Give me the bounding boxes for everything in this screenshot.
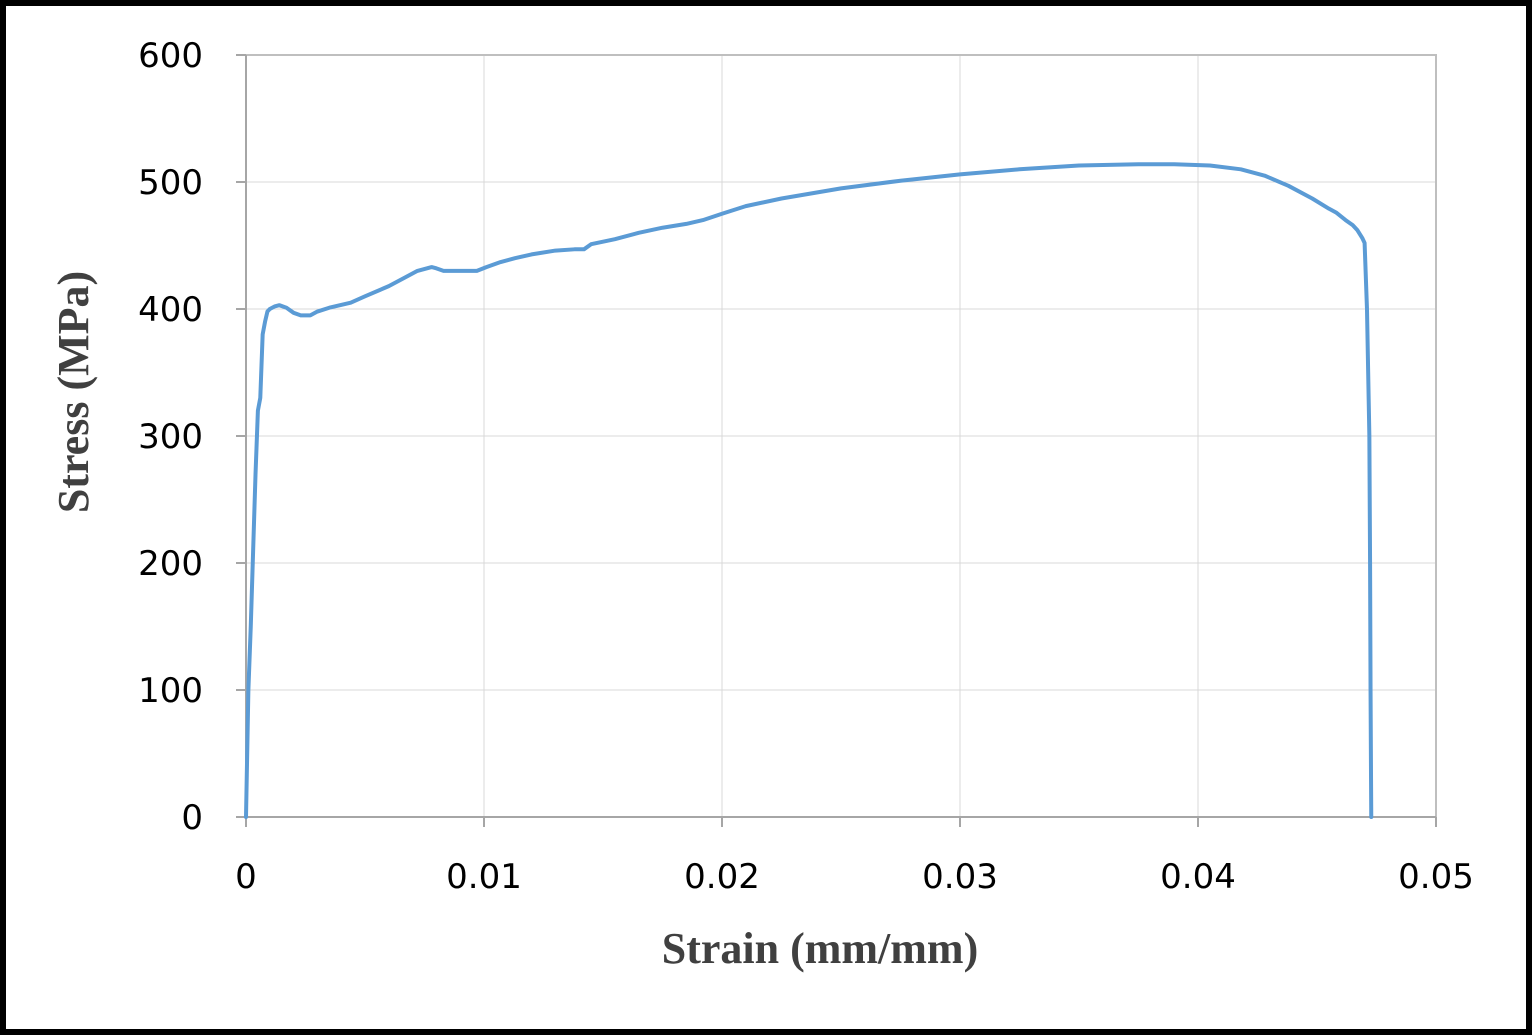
x-tick-label: 0 — [235, 857, 257, 897]
x-axis-title: Strain (mm/mm) — [662, 924, 979, 973]
tick-labels: 0 0.01 0.02 0.03 0.04 0.05 0 100 200 300 400 500 600 — [138, 36, 1474, 897]
x-tick-label: 0.02 — [684, 857, 760, 897]
stress-strain-curve — [244, 162, 1374, 819]
y-tick-label: 500 — [138, 163, 203, 203]
y-axis-title: Stress (MPa) — [49, 271, 98, 513]
x-tick-label: 0.01 — [446, 857, 522, 897]
x-tick-label: 0.05 — [1398, 857, 1474, 897]
axes — [236, 54, 1437, 827]
x-tick-label: 0.03 — [922, 857, 998, 897]
grid-lines — [246, 55, 1436, 817]
y-tick-label: 0 — [181, 798, 203, 838]
y-tick-label: 100 — [138, 671, 203, 711]
y-tick-label: 200 — [138, 544, 203, 584]
y-tick-label: 300 — [138, 417, 203, 457]
y-tick-label: 400 — [138, 290, 203, 330]
x-tick-label: 0.04 — [1160, 857, 1236, 897]
y-tick-label: 600 — [138, 36, 203, 76]
